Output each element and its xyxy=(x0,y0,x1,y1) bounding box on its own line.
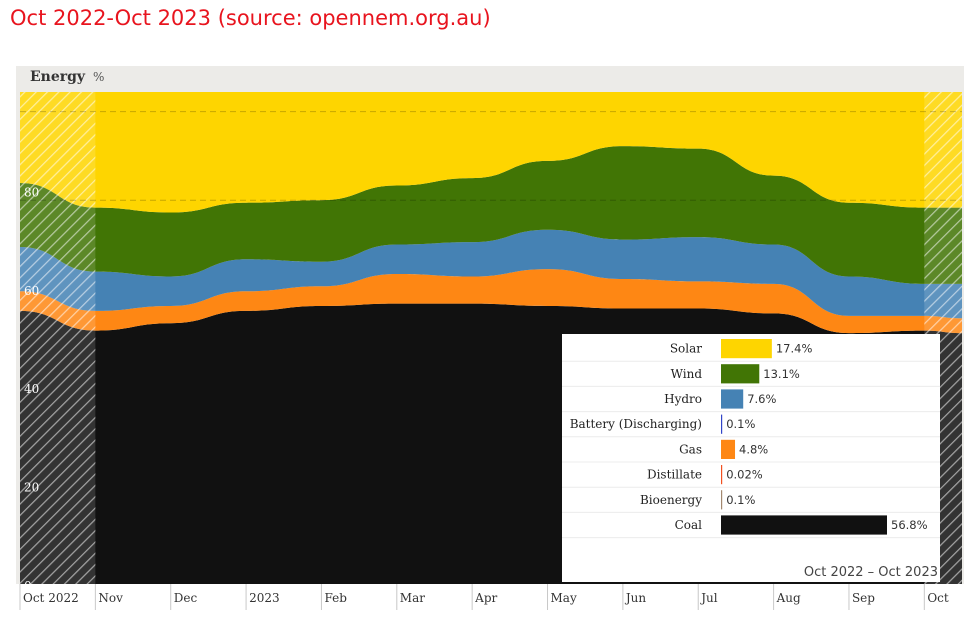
x-tick-label: 2023 xyxy=(249,591,280,605)
chart-caption: Oct 2022-Oct 2023 (source: opennem.org.a… xyxy=(10,6,491,30)
x-axis: Oct 2022 Nov Dec 2023 Feb Mar Apr May Jun Jul Aug S… xyxy=(16,584,964,610)
y-tick-label: 20 xyxy=(24,481,39,495)
legend-label-gas: Gas xyxy=(679,442,702,456)
legend-bar-coal xyxy=(721,515,887,535)
legend-value-distillate: 0.02% xyxy=(726,468,763,482)
legend-bar-hydro xyxy=(721,389,744,409)
x-tick-label: Apr xyxy=(474,591,497,605)
area-gas xyxy=(20,269,962,334)
legend-value-wind: 13.1% xyxy=(763,367,800,381)
y-tick-label: 80 xyxy=(24,185,39,199)
legend-bar-bioenergy xyxy=(721,490,723,510)
x-tick-label: Oct xyxy=(927,591,949,605)
x-tick-label: Jun xyxy=(624,591,647,605)
x-axis-band xyxy=(16,584,964,610)
energy-chart: Energy % 020406080 Oct 2022NovDec2023Feb… xyxy=(16,66,964,610)
legend-value-battery-discharging: 0.1% xyxy=(726,417,755,431)
chart-svg: Energy % 020406080 Oct 2022NovDec2023Feb… xyxy=(16,69,964,610)
panel-unit: % xyxy=(93,70,104,84)
legend-bar-distillate xyxy=(721,465,723,485)
legend-value-gas: 4.8% xyxy=(739,442,768,456)
legend-label-distillate: Distillate xyxy=(647,468,702,482)
legend-period: Oct 2022 – Oct 2023 xyxy=(804,565,938,580)
legend-bar-wind xyxy=(721,364,760,384)
legend-value-solar: 17.4% xyxy=(776,342,813,356)
legend-value-hydro: 7.6% xyxy=(747,392,776,406)
legend-panel: Solar 17.4% Wind 13.1% Hydro 7.6% Battery (Dis… xyxy=(562,334,940,582)
area-hydro xyxy=(20,229,962,319)
y-tick-label: 40 xyxy=(24,382,39,396)
x-tick-label: Nov xyxy=(98,591,123,605)
legend-label-coal: Coal xyxy=(675,518,703,532)
x-tick-label: May xyxy=(551,591,577,605)
area-wind xyxy=(20,146,962,284)
x-tick-label: Aug xyxy=(776,591,801,605)
x-tick-label: Dec xyxy=(174,591,198,605)
legend-bar-battery-discharging xyxy=(721,414,723,434)
reference-lines xyxy=(20,111,962,201)
legend-label-wind: Wind xyxy=(671,367,703,381)
legend-value-coal: 56.8% xyxy=(891,518,928,532)
x-tick-label: Oct 2022 xyxy=(23,591,79,605)
x-tick-label: Mar xyxy=(400,591,425,605)
legend-label-battery-discharging: Battery (Discharging) xyxy=(570,417,702,431)
legend-value-bioenergy: 0.1% xyxy=(726,493,755,507)
legend-bar-solar xyxy=(721,339,772,359)
legend-label-solar: Solar xyxy=(670,342,702,356)
x-tick-label: Feb xyxy=(324,591,347,605)
legend-label-bioenergy: Bioenergy xyxy=(640,493,702,507)
x-tick-label: Jul xyxy=(699,591,718,605)
hatch-shade-1 xyxy=(20,92,96,584)
legend-label-hydro: Hydro xyxy=(664,392,702,406)
x-tick-label: Sep xyxy=(852,591,875,605)
panel-title: Energy xyxy=(30,69,86,85)
y-tick-label: 60 xyxy=(24,284,39,298)
area-solar xyxy=(20,92,962,213)
legend-bar-gas xyxy=(721,439,736,459)
